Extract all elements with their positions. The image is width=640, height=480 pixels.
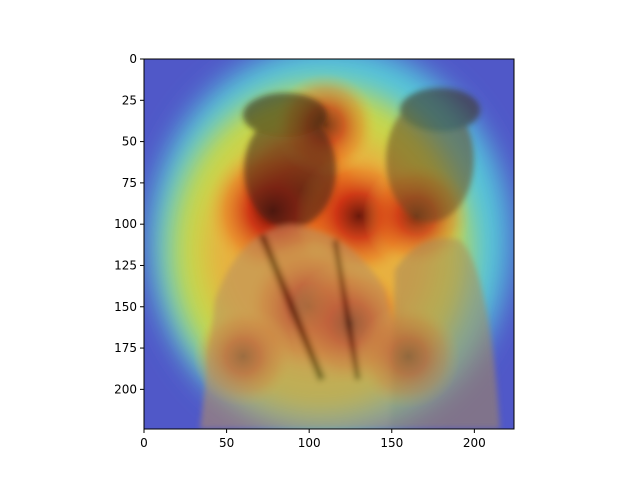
y-tick-label: 150 [114, 300, 137, 314]
x-tick-label: 50 [219, 436, 234, 450]
x-tick-label: 0 [140, 436, 148, 450]
left-man-head [244, 112, 336, 228]
y-tick-label: 125 [114, 258, 137, 272]
right-man-body [390, 238, 500, 429]
left-man-hair [243, 93, 327, 137]
right-man-hair [400, 88, 480, 132]
left-man-strap-2 [332, 239, 361, 381]
photo-overlay [200, 88, 500, 429]
y-tick-label: 25 [122, 93, 137, 107]
left-man-body [200, 225, 420, 429]
x-tick-label: 200 [463, 436, 486, 450]
y-axis: 0 25 50 75 100 125 150 175 200 [114, 52, 144, 396]
y-tick-label: 175 [114, 341, 137, 355]
heatmap-image [144, 59, 514, 429]
y-tick-label: 100 [114, 217, 137, 231]
x-tick-label: 100 [298, 436, 321, 450]
y-tick-label: 200 [114, 382, 137, 396]
y-tick-label: 50 [122, 135, 137, 149]
x-tick-label: 150 [380, 436, 403, 450]
y-tick-label: 0 [129, 52, 137, 66]
left-man-strap [258, 233, 326, 382]
y-tick-label: 75 [122, 176, 137, 190]
x-axis: 0 50 100 150 200 [140, 429, 486, 450]
axes-frame [143, 58, 515, 430]
